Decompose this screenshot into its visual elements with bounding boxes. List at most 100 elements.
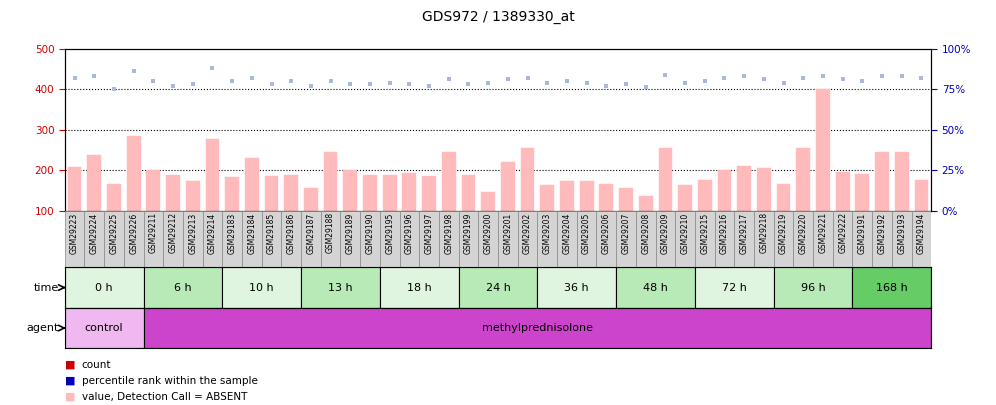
Point bbox=[421, 83, 437, 89]
Bar bbox=[658, 148, 672, 211]
Point bbox=[677, 79, 693, 86]
Text: 24 h: 24 h bbox=[486, 283, 510, 292]
Point bbox=[283, 78, 299, 84]
Bar bbox=[422, 176, 436, 211]
Point bbox=[145, 78, 161, 84]
FancyBboxPatch shape bbox=[202, 211, 222, 267]
Point bbox=[579, 79, 595, 86]
FancyBboxPatch shape bbox=[577, 211, 597, 267]
Bar bbox=[695, 267, 774, 308]
Bar bbox=[301, 267, 379, 308]
Point bbox=[776, 79, 792, 86]
FancyBboxPatch shape bbox=[695, 211, 715, 267]
FancyBboxPatch shape bbox=[794, 211, 813, 267]
FancyBboxPatch shape bbox=[734, 211, 754, 267]
Text: GSM29215: GSM29215 bbox=[700, 212, 709, 254]
Point bbox=[185, 81, 201, 87]
Text: GSM29183: GSM29183 bbox=[228, 212, 237, 254]
Point bbox=[343, 81, 359, 87]
Point bbox=[657, 71, 673, 78]
Text: GSM29192: GSM29192 bbox=[877, 212, 886, 254]
Point bbox=[87, 73, 103, 79]
Bar bbox=[344, 170, 358, 211]
Bar bbox=[580, 181, 594, 211]
FancyBboxPatch shape bbox=[478, 211, 498, 267]
Bar bbox=[678, 185, 692, 211]
Point bbox=[756, 76, 772, 83]
Text: GDS972 / 1389330_at: GDS972 / 1389330_at bbox=[421, 10, 575, 24]
Bar bbox=[774, 267, 853, 308]
FancyBboxPatch shape bbox=[597, 211, 617, 267]
FancyBboxPatch shape bbox=[774, 211, 794, 267]
Text: GSM29216: GSM29216 bbox=[720, 212, 729, 254]
Bar bbox=[737, 166, 751, 211]
Bar bbox=[245, 158, 259, 211]
FancyBboxPatch shape bbox=[321, 211, 341, 267]
Text: GSM29193: GSM29193 bbox=[897, 212, 906, 254]
Bar bbox=[501, 162, 515, 211]
Text: GSM29211: GSM29211 bbox=[148, 212, 157, 254]
Text: GSM29207: GSM29207 bbox=[622, 212, 630, 254]
Bar bbox=[538, 267, 617, 308]
Bar bbox=[600, 184, 614, 211]
Bar bbox=[88, 155, 102, 211]
Point bbox=[716, 75, 732, 81]
Text: GSM29219: GSM29219 bbox=[779, 212, 788, 254]
Text: ■: ■ bbox=[65, 360, 76, 369]
Bar bbox=[797, 148, 810, 211]
Point bbox=[599, 83, 615, 89]
Point bbox=[67, 75, 83, 81]
Bar bbox=[458, 267, 538, 308]
FancyBboxPatch shape bbox=[262, 211, 281, 267]
Bar bbox=[68, 167, 82, 211]
FancyBboxPatch shape bbox=[85, 211, 105, 267]
Bar bbox=[186, 181, 199, 211]
Point bbox=[401, 81, 417, 87]
Bar bbox=[222, 267, 301, 308]
Bar bbox=[205, 139, 219, 211]
Point bbox=[893, 73, 909, 79]
FancyBboxPatch shape bbox=[242, 211, 262, 267]
Point bbox=[224, 78, 240, 84]
Text: ■: ■ bbox=[65, 376, 76, 386]
Bar bbox=[894, 152, 908, 211]
FancyBboxPatch shape bbox=[341, 211, 361, 267]
Point bbox=[795, 75, 811, 81]
Bar bbox=[777, 184, 791, 211]
Text: GSM29224: GSM29224 bbox=[90, 212, 99, 254]
Bar bbox=[65, 308, 143, 348]
Text: GSM29223: GSM29223 bbox=[70, 212, 79, 254]
FancyBboxPatch shape bbox=[301, 211, 321, 267]
FancyBboxPatch shape bbox=[557, 211, 577, 267]
Text: value, Detection Call = ABSENT: value, Detection Call = ABSENT bbox=[82, 392, 247, 402]
Bar bbox=[481, 192, 495, 211]
Point bbox=[500, 76, 516, 83]
Text: count: count bbox=[82, 360, 112, 369]
Text: GSM29221: GSM29221 bbox=[819, 212, 828, 254]
Text: GSM29206: GSM29206 bbox=[602, 212, 611, 254]
Text: GSM29185: GSM29185 bbox=[267, 212, 276, 254]
Text: GSM29196: GSM29196 bbox=[405, 212, 414, 254]
Text: GSM29205: GSM29205 bbox=[582, 212, 591, 254]
FancyBboxPatch shape bbox=[439, 211, 458, 267]
FancyBboxPatch shape bbox=[498, 211, 518, 267]
FancyBboxPatch shape bbox=[419, 211, 439, 267]
FancyBboxPatch shape bbox=[518, 211, 538, 267]
FancyBboxPatch shape bbox=[458, 211, 478, 267]
Text: GSM29184: GSM29184 bbox=[247, 212, 256, 254]
Bar bbox=[541, 185, 554, 211]
Point bbox=[480, 79, 496, 86]
FancyBboxPatch shape bbox=[281, 211, 301, 267]
FancyBboxPatch shape bbox=[124, 211, 143, 267]
FancyBboxPatch shape bbox=[891, 211, 911, 267]
Text: GSM29203: GSM29203 bbox=[543, 212, 552, 254]
Text: GSM29213: GSM29213 bbox=[188, 212, 197, 254]
Text: GSM29191: GSM29191 bbox=[858, 212, 867, 254]
Text: GSM29188: GSM29188 bbox=[326, 212, 335, 254]
Point bbox=[106, 86, 122, 92]
Text: 18 h: 18 h bbox=[406, 283, 431, 292]
FancyBboxPatch shape bbox=[617, 211, 635, 267]
Text: GSM29197: GSM29197 bbox=[424, 212, 433, 254]
Bar bbox=[617, 267, 695, 308]
Bar bbox=[126, 136, 140, 211]
